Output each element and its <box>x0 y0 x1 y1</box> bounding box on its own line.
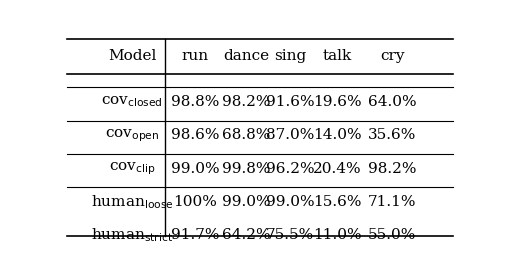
Text: 98.2%: 98.2% <box>368 161 417 176</box>
Text: talk: talk <box>323 49 352 63</box>
Text: run: run <box>182 49 209 63</box>
Text: 75.5%: 75.5% <box>266 228 314 242</box>
Text: 91.7%: 91.7% <box>171 228 219 242</box>
Text: 87.0%: 87.0% <box>266 128 314 142</box>
Text: 100%: 100% <box>173 195 217 209</box>
Text: 35.6%: 35.6% <box>368 128 417 142</box>
Text: 14.0%: 14.0% <box>313 128 361 142</box>
Text: 99.0%: 99.0% <box>223 195 271 209</box>
Text: 99.8%: 99.8% <box>223 161 271 176</box>
Text: human$_{\mathrm{strict}}$: human$_{\mathrm{strict}}$ <box>91 226 173 244</box>
Text: 11.0%: 11.0% <box>313 228 361 242</box>
Text: 20.4%: 20.4% <box>313 161 361 176</box>
Text: 98.2%: 98.2% <box>223 95 271 109</box>
Text: 99.0%: 99.0% <box>266 195 314 209</box>
Text: dance: dance <box>224 49 270 63</box>
Text: cov$_{\mathrm{open}}$: cov$_{\mathrm{open}}$ <box>105 127 160 144</box>
Text: 55.0%: 55.0% <box>368 228 417 242</box>
Text: 71.1%: 71.1% <box>368 195 417 209</box>
Text: cov$_{\mathrm{closed}}$: cov$_{\mathrm{closed}}$ <box>102 95 164 109</box>
Text: cov$_{\mathrm{clip}}$: cov$_{\mathrm{clip}}$ <box>109 160 155 177</box>
Text: 91.6%: 91.6% <box>266 95 314 109</box>
Text: 19.6%: 19.6% <box>313 95 361 109</box>
Text: 68.8%: 68.8% <box>223 128 271 142</box>
Text: 98.8%: 98.8% <box>171 95 219 109</box>
Text: 99.0%: 99.0% <box>171 161 219 176</box>
Text: cry: cry <box>380 49 404 63</box>
Text: 64.0%: 64.0% <box>368 95 417 109</box>
Text: 15.6%: 15.6% <box>313 195 361 209</box>
Text: sing: sing <box>274 49 306 63</box>
Text: 96.2%: 96.2% <box>266 161 314 176</box>
Text: 98.6%: 98.6% <box>171 128 219 142</box>
Text: Model: Model <box>108 49 156 63</box>
Text: human$_{\mathrm{loose}}$: human$_{\mathrm{loose}}$ <box>91 193 174 211</box>
Text: 64.2%: 64.2% <box>223 228 271 242</box>
